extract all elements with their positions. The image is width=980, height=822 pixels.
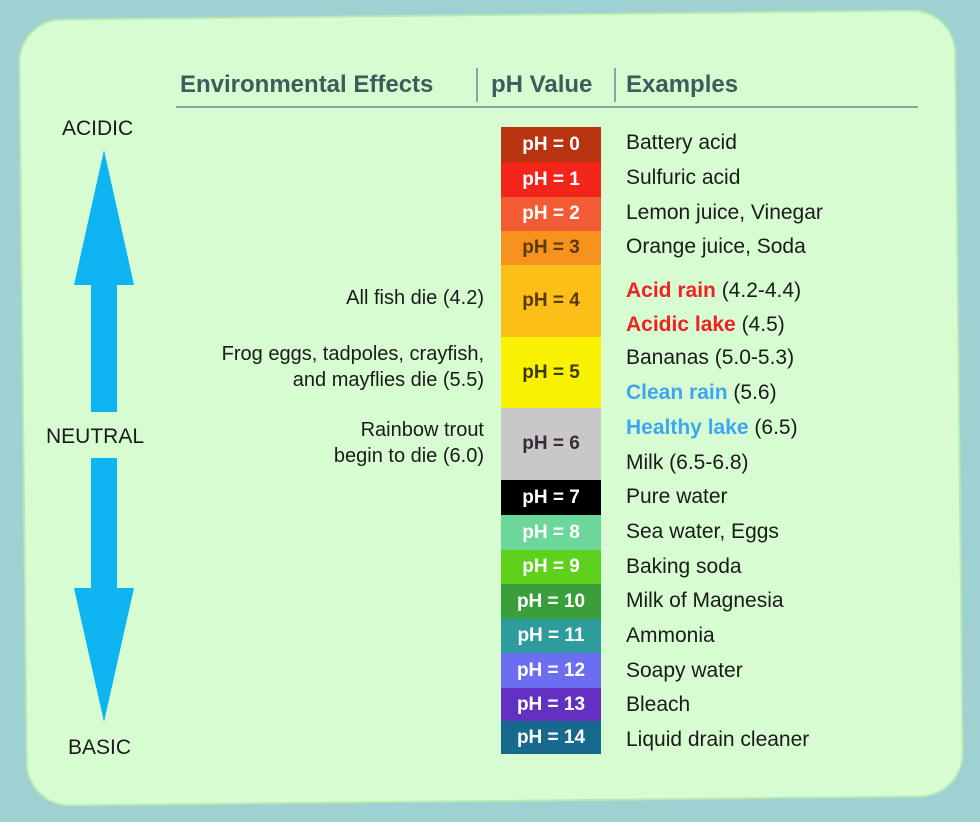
example-item: Milk (6.5-6.8) — [626, 451, 749, 474]
ph-bar-6: pH = 6 — [501, 408, 601, 480]
ph-bar-label: pH = 3 — [522, 237, 580, 258]
ph-bar-7: pH = 7 — [501, 480, 601, 515]
ph-bar-10: pH = 10 — [501, 584, 601, 619]
example-item: Sulfuric acid — [626, 166, 741, 189]
ph-bar-2: pH = 2 — [501, 197, 601, 231]
example-item: Pure water — [626, 485, 728, 508]
effect-item: Rainbow trout begin to die (6.0) — [334, 417, 484, 469]
example-item: Sea water, Eggs — [626, 520, 779, 543]
ph-bar-12: pH = 12 — [501, 653, 601, 688]
down-arrow-icon — [74, 458, 134, 722]
example-item: Acidic lake (4.5) — [626, 313, 785, 337]
example-highlight: Acidic lake — [626, 313, 736, 336]
example-item: Baking soda — [626, 555, 742, 578]
ph-bar-label: pH = 11 — [517, 625, 585, 646]
example-item: Battery acid — [626, 131, 737, 154]
header-underline — [176, 106, 918, 108]
ph-bar-8: pH = 8 — [501, 515, 601, 550]
ph-bar-4: pH = 4 — [501, 265, 601, 337]
ph-bar-label: pH = 14 — [516, 726, 586, 748]
example-item: Healthy lake (6.5) — [626, 416, 798, 440]
ph-bar-label: pH = 2 — [522, 203, 580, 224]
example-highlight: Acid rain — [626, 279, 716, 302]
example-item: Milk of Magnesia — [626, 589, 784, 612]
header-environmental-effects: Environmental Effects — [180, 71, 434, 98]
ph-bar-3: pH = 3 — [501, 231, 601, 265]
ph-bar-label: pH = 0 — [522, 133, 580, 155]
ph-bar-label: pH = 12 — [516, 659, 586, 681]
ph-bar-1: pH = 1 — [501, 162, 601, 197]
example-item: Acid rain (4.2-4.4) — [626, 279, 801, 303]
example-item: Liquid drain cleaner — [626, 728, 810, 751]
effect-line: Frog eggs, tadpoles, crayfish, — [221, 343, 484, 365]
ph-bar-label: pH = 6 — [522, 433, 580, 454]
example-detail: (4.2-4.4) — [715, 279, 802, 302]
ph-bar-label: pH = 4 — [522, 290, 580, 311]
ph-bar-label: pH = 1 — [522, 168, 580, 190]
effect-line: Rainbow trout — [360, 419, 484, 441]
neutral-label: NEUTRAL — [46, 425, 145, 448]
header-divider — [614, 68, 616, 102]
header-ph-value: pH Value — [491, 71, 593, 98]
effect-line: begin to die (6.0) — [333, 445, 484, 467]
example-item: Orange juice, Soda — [626, 235, 806, 258]
example-item: Clean rain (5.6) — [626, 381, 777, 405]
ph-bar-9: pH = 9 — [501, 550, 601, 584]
example-item: Bleach — [626, 693, 691, 716]
ph-bar-label: pH = 9 — [522, 556, 580, 577]
basic-label: BASIC — [68, 736, 132, 759]
header-examples: Examples — [626, 71, 739, 98]
example-highlight: Clean rain — [626, 381, 728, 404]
example-detail: (5.6) — [727, 381, 777, 404]
header-divider — [476, 68, 478, 102]
ph-bar-0: pH = 0 — [501, 127, 601, 162]
ph-bar-label: pH = 5 — [522, 361, 580, 383]
up-arrow-icon — [74, 150, 134, 412]
example-item: Bananas (5.0-5.3) — [626, 346, 795, 369]
ph-bar-11: pH = 11 — [501, 619, 601, 653]
ph-bar-5: pH = 5 — [501, 337, 601, 408]
ph-bar-label: pH = 13 — [516, 693, 586, 715]
example-highlight: Healthy lake — [626, 416, 749, 439]
example-detail: (6.5) — [748, 416, 798, 439]
ph-bar-label: pH = 7 — [522, 486, 580, 508]
example-detail: (4.5) — [735, 313, 785, 336]
effect-line: All fish die (4.2) — [346, 287, 484, 309]
ph-bar-14: pH = 14 — [501, 721, 601, 754]
acidic-label: ACIDIC — [62, 117, 134, 140]
effect-item: Frog eggs, tadpoles, crayfish, and mayfli… — [222, 341, 484, 393]
example-item: Ammonia — [626, 624, 715, 647]
effect-item: All fish die (4.2) — [346, 285, 484, 311]
ph-bar-label: pH = 8 — [522, 521, 580, 543]
example-item: Lemon juice, Vinegar — [626, 201, 823, 224]
ph-bar-label: pH = 10 — [516, 590, 586, 612]
effect-line: and mayflies die (5.5) — [292, 369, 484, 391]
ph-bar-13: pH = 13 — [501, 688, 601, 721]
example-item: Soapy water — [626, 659, 743, 682]
